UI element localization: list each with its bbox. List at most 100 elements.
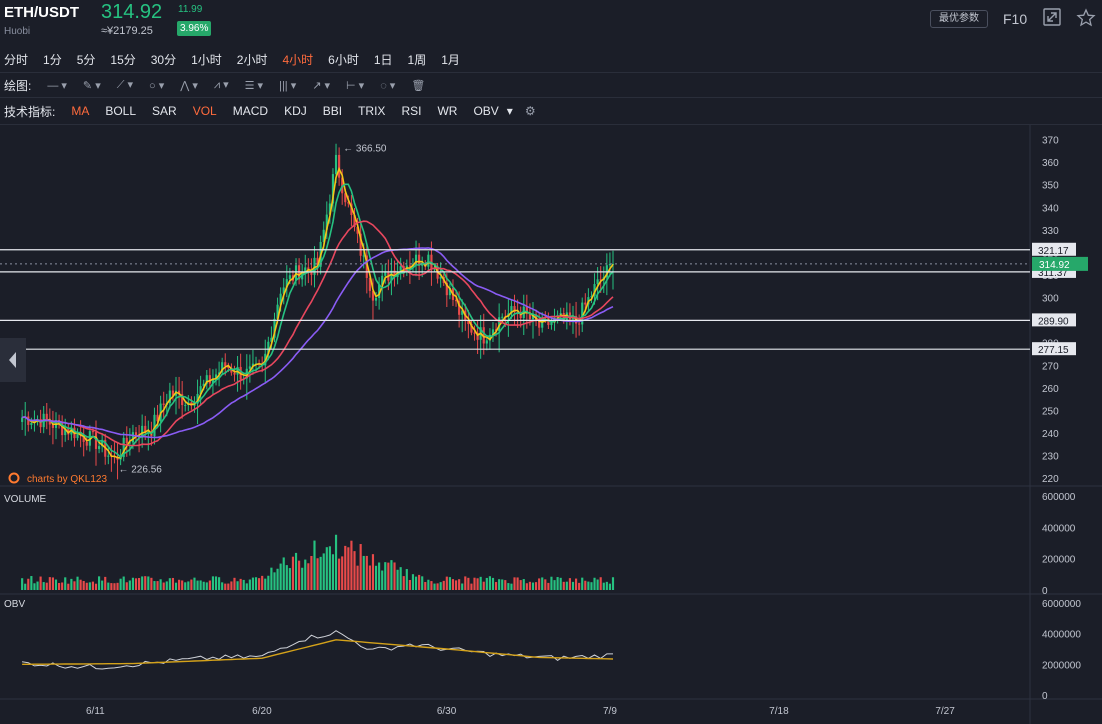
obv-tick-label: 0 (1042, 691, 1048, 702)
volume-bar (141, 576, 144, 590)
candle-body (356, 226, 359, 234)
best-params-button[interactable]: 最优参数 (930, 10, 988, 28)
star-icon[interactable] (1076, 8, 1096, 32)
candle-body (45, 413, 48, 421)
candle-body (344, 193, 347, 203)
volume-bar (153, 581, 156, 590)
last-price-label: 314.92 (1039, 260, 1070, 271)
candle-body (168, 390, 171, 404)
note-tool-icon[interactable]: ◌ ▾ (380, 79, 396, 92)
price-tick-label: 250 (1042, 406, 1059, 417)
indicator-rsi[interactable]: RSI (401, 104, 422, 118)
pattern-tool-icon[interactable]: ⩘ ▾ (213, 79, 229, 91)
volume-bar (411, 574, 415, 590)
volume-bar (98, 576, 101, 590)
candle-body (211, 378, 215, 384)
volume-bar (562, 581, 565, 590)
candle-body (525, 306, 528, 314)
indicator-dropdown-icon[interactable]: ▾ (506, 104, 513, 118)
ma20-line (21, 220, 614, 447)
volume-bar (507, 583, 510, 590)
interval-tab-0[interactable]: 分时 (4, 52, 29, 67)
candle-body (445, 282, 448, 296)
line-tool-icon[interactable]: — ▾ (47, 79, 67, 92)
volume-bar (596, 579, 599, 590)
candle-body (184, 404, 187, 406)
candle-body (482, 327, 485, 344)
obv-tick-label: 2000000 (1042, 660, 1081, 671)
cny-price: ≈¥2179.25 (101, 25, 153, 37)
interval-tab-6[interactable]: 2小时 (236, 52, 268, 67)
date-tick-label: 7/27 (935, 706, 955, 717)
f10-button[interactable]: F10 (1003, 11, 1028, 27)
candle-body (538, 321, 541, 328)
interval-tab-2[interactable]: 5分 (76, 52, 96, 67)
interval-tab-8[interactable]: 6小时 (328, 52, 359, 67)
volume-bar (344, 545, 347, 590)
interval-tab-5[interactable]: 1小时 (191, 52, 222, 67)
indicator-sar[interactable]: SAR (152, 104, 177, 118)
interval-tab-7[interactable]: 4小时 (282, 52, 314, 67)
volume-bar (516, 577, 519, 590)
fullscreen-icon[interactable] (1043, 8, 1061, 30)
candle-body (547, 317, 550, 326)
volume-bar (442, 580, 445, 590)
indicator-obv[interactable]: OBV (473, 104, 499, 118)
volume-bar (353, 551, 356, 590)
volume-bar (498, 579, 501, 590)
interval-tab-1[interactable]: 1分 (43, 52, 62, 67)
candle-body (399, 266, 402, 272)
pen-tool-icon[interactable]: ✎ ▾ (82, 79, 101, 92)
interval-tab-4[interactable]: 30分 (150, 52, 177, 67)
volume-bar (494, 582, 498, 590)
candle-body (27, 416, 30, 425)
indicator-vol[interactable]: VOL (192, 104, 217, 118)
candle-body (279, 293, 282, 305)
candle-body (122, 437, 125, 458)
fib-tool-icon[interactable]: ☰ ▾ (244, 79, 264, 92)
indicator-boll[interactable]: BOLL (105, 104, 137, 118)
chart-area[interactable]: 3703603503403303203103002902802702602502… (0, 125, 1102, 724)
interval-tab-11[interactable]: 1月 (441, 52, 460, 67)
interval-tab-3[interactable]: 15分 (110, 52, 136, 67)
arrow-tool-icon[interactable]: ↗ ▾ (312, 79, 331, 92)
low-annotation: ← 226.56 (118, 464, 162, 475)
volume-bar (384, 562, 387, 590)
indicator-kdj[interactable]: KDJ (284, 104, 307, 118)
candle-body (374, 297, 378, 301)
volume-bar (430, 581, 433, 590)
zigzag-tool-icon[interactable]: ⋀ ▾ (180, 79, 198, 92)
gear-icon[interactable]: ⚙ (524, 104, 536, 118)
candle-body (414, 254, 418, 265)
channel-tool-icon[interactable]: ||| ▾ (279, 79, 297, 92)
candle-body (578, 323, 581, 325)
interval-tab-9[interactable]: 1日 (373, 52, 393, 67)
indicator-bbi[interactable]: BBI (322, 104, 343, 118)
volume-bar (421, 576, 424, 590)
candle-body (581, 302, 584, 325)
indicator-wr[interactable]: WR (437, 104, 458, 118)
pair-symbol: ETH/USDT (4, 4, 79, 21)
indicator-macd[interactable]: MACD (232, 104, 269, 118)
candle-body (393, 270, 396, 278)
volume-bar (291, 556, 295, 590)
circle-tool-icon[interactable]: ○ ▾ (149, 79, 165, 92)
volume-bar (205, 582, 208, 590)
volume-bar (584, 580, 587, 590)
indicator-ma[interactable]: MA (71, 104, 90, 118)
date-tick-label: 7/18 (769, 706, 789, 717)
candle-body (307, 267, 310, 270)
volume-bar (448, 577, 451, 590)
candle-body (368, 277, 371, 291)
volume-tick-label: 600000 (1042, 492, 1076, 503)
indicator-trix[interactable]: TRIX (358, 104, 386, 118)
volume-bar (393, 562, 396, 590)
trash-icon[interactable]: 🗑 (411, 79, 426, 92)
range-tool-icon[interactable]: ⊢ ▾ (346, 79, 365, 92)
volume-bar (399, 567, 402, 590)
interval-tab-10[interactable]: 1周 (407, 52, 427, 67)
ray-tool-icon[interactable]: ⟋ ▾ (116, 79, 133, 91)
volume-bar (599, 577, 602, 590)
volume-bar (190, 579, 193, 590)
candle-body (519, 313, 522, 318)
